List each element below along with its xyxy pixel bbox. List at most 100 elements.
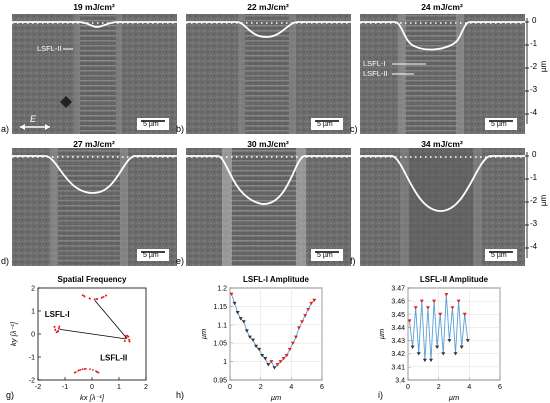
- depth-tick-2b: -2: [530, 196, 538, 205]
- data-point: [432, 299, 437, 303]
- x-tick-label: 6: [320, 384, 324, 391]
- x-tick-label: 2: [144, 384, 148, 391]
- data-point: [422, 358, 427, 363]
- data-point: [241, 320, 246, 324]
- chart-title-1: LSFL-I Amplitude: [243, 275, 309, 284]
- data-point: [235, 311, 240, 315]
- data-point: [303, 314, 308, 318]
- annotation-c-lsfl1: LSFL-I: [363, 59, 386, 68]
- y-tick-label: 1.15: [213, 304, 227, 311]
- y-tick-label: 3.43: [391, 338, 405, 345]
- data-point: [284, 353, 289, 358]
- chart-title-2: LSFL-II Amplitude: [420, 275, 489, 284]
- sem-panel-e: [186, 148, 351, 266]
- depth-tick-0: 0: [532, 16, 537, 25]
- scalebar-e: 5 µm: [317, 252, 333, 259]
- scatter-point: [128, 340, 131, 343]
- x-tick-label: 2: [437, 384, 441, 391]
- depth-tick-0b: 0: [532, 150, 537, 159]
- scatter-point: [84, 367, 87, 370]
- y-tick-label: 1.1: [217, 322, 227, 329]
- depth-axis-bottom: [525, 152, 529, 258]
- data-point: [238, 317, 243, 321]
- data-point: [462, 312, 467, 317]
- x-axis-label: µm: [449, 393, 460, 402]
- panel-c-title: 24 mJ/cm²: [421, 2, 463, 12]
- data-point: [306, 307, 311, 312]
- data-point: [254, 344, 259, 349]
- depth-tick-4b: -4: [530, 242, 538, 251]
- panel-b-title: 22 mJ/cm²: [247, 2, 289, 12]
- depth-tick-3: -3: [530, 85, 538, 94]
- scatter-point: [77, 370, 80, 372]
- x-tick-label: 1: [117, 384, 121, 391]
- depth-tick-2: -2: [530, 62, 538, 71]
- data-point: [444, 293, 449, 297]
- y-tick-label: 3.46: [391, 299, 405, 306]
- scatter-point: [123, 340, 126, 343]
- panel-f-title: 34 mJ/cm²: [421, 139, 463, 149]
- annotation-a-lsfl2: LSFL-II: [37, 44, 62, 53]
- panel-letter-g: g): [6, 390, 14, 400]
- data-point: [260, 353, 265, 358]
- depth-tick-1: -1: [530, 39, 538, 48]
- panel-f-letter: f): [350, 256, 356, 266]
- y-tick-label: 1.2: [217, 286, 227, 293]
- x-tick-label: 6: [498, 384, 502, 391]
- data-point: [275, 363, 280, 367]
- x-axis-label: µm: [271, 393, 282, 402]
- depth-tick-4: -4: [530, 108, 538, 117]
- data-point: [438, 312, 443, 317]
- y-tick-label: 0: [31, 332, 35, 339]
- sem-panel-f: [360, 148, 525, 266]
- scatter-point: [95, 298, 98, 301]
- y-tick-label: 3.45: [391, 312, 405, 319]
- scatter-point: [58, 325, 61, 328]
- scalebar-d: 5 µm: [143, 252, 159, 259]
- data-point: [309, 301, 314, 306]
- y-tick-label: 0.95: [213, 378, 227, 385]
- sem-figure: [12, 14, 529, 266]
- y-axis-label: µm: [377, 329, 386, 340]
- depth-axis-top: [525, 18, 529, 124]
- scatter-point: [74, 371, 77, 374]
- scatter-point: [89, 368, 91, 371]
- y-tick-label: 1: [223, 359, 227, 366]
- data-point: [266, 363, 271, 367]
- panel-letter-h: h): [176, 390, 184, 400]
- y-tick-label: 2: [31, 286, 35, 293]
- scalebar-f: 5 µm: [491, 252, 507, 259]
- y-tick-label: 3.47: [391, 286, 405, 293]
- data-point: [453, 352, 458, 356]
- scatter-point: [81, 294, 84, 297]
- x-tick-label: 4: [289, 384, 293, 391]
- y-tick-label: 1: [31, 309, 35, 316]
- data-point: [269, 360, 274, 364]
- data-point: [465, 339, 470, 343]
- panel-e-title: 30 mJ/cm²: [247, 139, 289, 149]
- scatter-point: [101, 296, 104, 299]
- annotation-lsfl1: LSFL-I: [45, 310, 70, 319]
- chart-title-0: Spatial Frequency: [58, 275, 127, 284]
- data-point: [290, 341, 295, 345]
- panel-a-letter: a): [1, 124, 10, 134]
- panel-letter-i: i): [378, 390, 383, 400]
- annotation-c-lsfl2: LSFL-II: [363, 69, 388, 78]
- scalebar-a: 5 µm: [143, 121, 159, 128]
- x-tick-label: 4: [467, 384, 471, 391]
- panel-b-letter: b): [176, 124, 185, 134]
- depth-tick-1b: -1: [530, 173, 538, 182]
- scatter-point: [126, 334, 128, 337]
- sem-panel-c: [360, 14, 525, 134]
- scatter-point: [55, 331, 58, 334]
- depth-tick-3b: -3: [530, 219, 538, 228]
- scatter-point: [95, 370, 97, 373]
- data-point: [407, 319, 412, 323]
- data-point: [251, 338, 255, 342]
- x-tick-label: -1: [62, 384, 68, 391]
- data-point: [229, 292, 234, 296]
- y-tick-label: 3.4: [395, 378, 405, 385]
- scatter-point: [128, 338, 130, 341]
- series-line: [409, 294, 469, 361]
- scatter-point: [57, 330, 59, 332]
